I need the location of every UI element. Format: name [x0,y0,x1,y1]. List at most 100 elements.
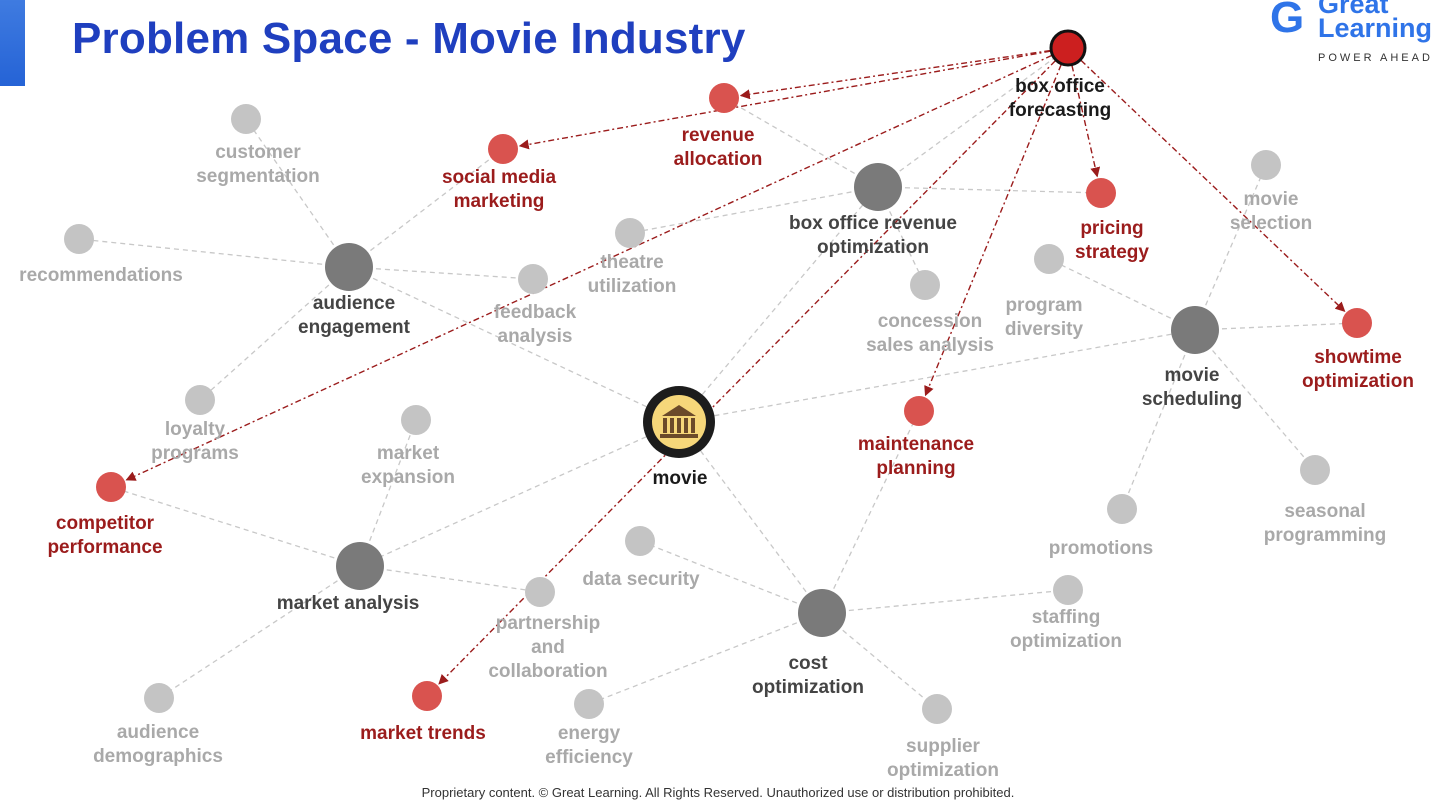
label-customer-segmentation: customer segmentation [196,142,320,187]
edge-audience-engagement-to-loyalty-programs [199,266,350,401]
label-line: programs [151,443,239,464]
node-box-office-revenue-optimization [854,163,902,211]
node-data-security [625,526,655,556]
label-line: box office [1015,76,1105,97]
label-competitor-performance: competitor performance [47,513,162,558]
edge-movie-to-box-office-revenue-optimization [678,186,879,423]
label-line: pricing [1080,218,1143,239]
node-partnership-collaboration [525,577,555,607]
label-line: energy [558,723,621,744]
node-social-media-marketing [488,134,518,164]
edge-cost-optimization-to-supplier-optimization [821,612,938,710]
label-market-analysis: market analysis [277,593,420,614]
label-line: movie [1244,189,1299,210]
node-audience-demographics [144,683,174,713]
label-program-diversity: program diversity [1005,295,1084,340]
label-line: market analysis [277,593,420,614]
node-loyalty-programs [185,385,215,415]
label-line: market [377,443,440,464]
label-movie-selection: movie selection [1230,189,1312,234]
label-line: cost [788,653,828,674]
label-market-trends: market trends [360,723,486,744]
node-seasonal-programming [1300,455,1330,485]
node-movie-selection [1251,150,1281,180]
node-movie-scheduling [1171,306,1219,354]
label-line: recommendations [19,265,183,286]
edge-box-office-revenue-optimization-to-theatre-utilization [629,186,879,234]
node-movie [643,386,715,458]
label-line: data security [582,569,700,590]
label-recommendations: recommendations [19,265,183,286]
label-line: efficiency [545,747,633,768]
label-line: performance [47,537,162,558]
label-line: optimization [1302,371,1414,392]
logo-text: Great Learning [1318,0,1433,43]
label-line: and [531,637,565,658]
edge-market-analysis-to-partnership-collaboration [359,565,541,593]
label-line: scheduling [1142,389,1242,410]
label-theatre-utilization: theatre utilization [588,252,677,297]
label-line: optimization [752,677,864,698]
edge-movie-scheduling-to-showtime-optimization [1194,322,1358,331]
node-concession-sales-analysis [910,270,940,300]
label-line: selection [1230,213,1312,234]
edge-cost-optimization-to-maintenance-planning [821,410,920,614]
node-audience-engagement [325,243,373,291]
label-line: optimization [817,237,929,258]
label-line: box office revenue [789,213,957,234]
label-line: engagement [298,317,411,338]
label-box-office-revenue-optimization: box office revenue optimization [789,213,957,258]
label-line: demographics [93,746,223,767]
label-loyalty-programs: loyalty programs [151,419,239,464]
node-market-trends [412,681,442,711]
edge-audience-engagement-to-recommendations [78,238,350,268]
label-line: programming [1264,525,1386,546]
node-competitor-performance [96,472,126,502]
arrow-box-office-forecasting-to-competitor-performance [125,54,1052,481]
label-line: optimization [1010,631,1122,652]
node-energy-efficiency [574,689,604,719]
label-line: theatre [600,252,663,273]
brand-logo: G Great Learning POWER AHEAD [1266,0,1436,66]
label-line: program [1005,295,1082,316]
page-title: Problem Space - Movie Industry [72,14,746,63]
footer-copyright: Proprietary content. © Great Learning. A… [421,785,1015,800]
edge-movie-to-market-analysis [359,421,680,567]
label-line: movie [1165,365,1220,386]
node-box-office-forecasting [1049,29,1087,67]
label-supplier-optimization: supplier optimization [887,736,999,781]
label-line: planning [876,458,955,479]
label-line: segmentation [196,166,320,187]
label-line: movie [653,468,708,489]
edge-movie-scheduling-to-promotions [1121,329,1196,510]
label-showtime-optimization: showtime optimization [1302,347,1414,392]
node-maintenance-planning [904,396,934,426]
node-market-analysis [336,542,384,590]
arrow-box-office-forecasting-to-social-media-marketing [518,50,1051,150]
edge-cost-optimization-to-energy-efficiency [588,612,823,705]
label-seasonal-programming: seasonal programming [1264,501,1386,546]
label-line: competitor [56,513,155,534]
label-line: promotions [1049,538,1154,559]
node-market-expansion [401,405,431,435]
label-line: partnership [496,613,601,634]
edge-audience-engagement-to-customer-segmentation [245,118,350,268]
label-line: expansion [361,467,455,488]
label-line: sales analysis [866,335,994,356]
label-concession-sales-analysis: concession sales analysis [866,311,994,356]
edge-audience-engagement-to-feedback-analysis [348,266,534,280]
label-line: utilization [588,276,677,297]
node-program-diversity [1034,244,1064,274]
arrow-box-office-forecasting-to-pricing-strategy [1071,65,1101,178]
edge-box-office-revenue-optimization-to-pricing-strategy [877,186,1102,194]
label-line: supplier [906,736,981,757]
edge-box-office-revenue-optimization-to-box-office-forecasting [877,47,1069,188]
label-movie-scheduling: movie scheduling [1142,365,1242,410]
node-cost-optimization [798,589,846,637]
label-cost-optimization: cost optimization [752,653,864,698]
label-line: concession [878,311,983,332]
label-line: feedback [494,302,577,323]
label-line: audience [313,293,395,314]
node-pricing-strategy [1086,178,1116,208]
